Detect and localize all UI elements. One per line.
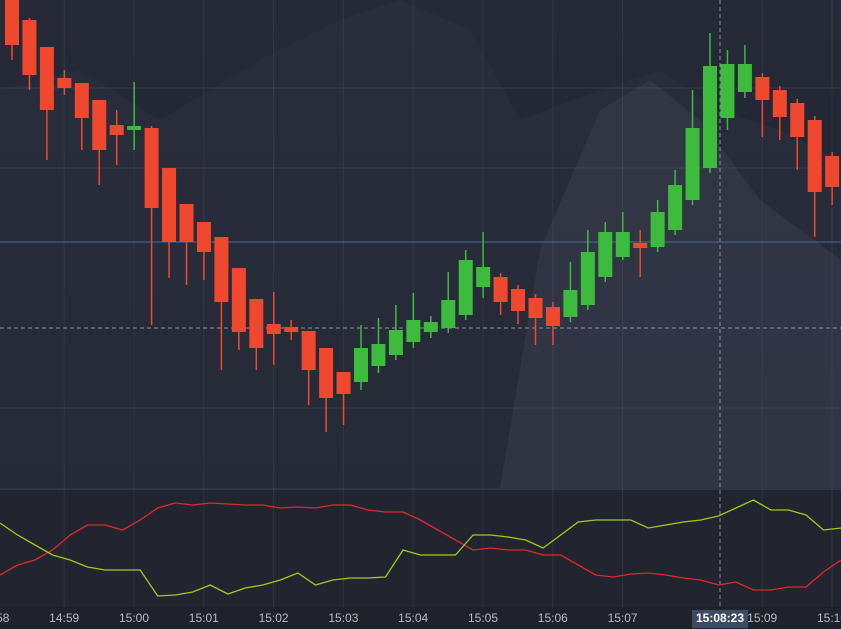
candle-body (755, 77, 770, 100)
candle-body (144, 128, 159, 208)
candle-body (354, 348, 368, 382)
candle-body (22, 20, 37, 75)
x-tick-label: 14:59 (49, 611, 79, 625)
x-tick-label: 15:10 (817, 611, 841, 625)
candle-body (545, 307, 560, 326)
candle-body (179, 204, 194, 242)
indicator-line (0, 502, 841, 591)
candle-body (162, 168, 177, 242)
candle-body (5, 0, 19, 45)
candle-body (284, 327, 299, 332)
candle-body (772, 90, 787, 117)
candle-body (92, 100, 107, 150)
candle-body (388, 330, 403, 355)
candle-body (336, 372, 351, 394)
x-tick-label: 15:02 (259, 611, 289, 625)
candle-body (266, 324, 281, 334)
candle-body (74, 83, 89, 118)
candle-body (720, 64, 735, 118)
candle-body (650, 212, 665, 247)
x-tick-label: 15:04 (398, 611, 428, 625)
x-tick-label: 15:00 (119, 611, 149, 625)
candle-body (825, 156, 840, 187)
candle-body (458, 260, 473, 315)
x-tick-label: 15:01 (189, 611, 219, 625)
time-axis (0, 608, 841, 629)
x-tick-label: 15:05 (468, 611, 498, 625)
x-tick-label: 15:06 (538, 611, 568, 625)
candle-body (703, 66, 717, 168)
indicator-panel (0, 490, 841, 607)
candle-body (580, 252, 595, 305)
candle-body (528, 298, 543, 318)
candle-body (319, 348, 334, 398)
candle-body (598, 232, 613, 277)
candle-body (563, 290, 578, 317)
candle-body (423, 322, 438, 332)
candle-body (807, 120, 822, 192)
candle-body (668, 185, 683, 230)
candle-body (127, 126, 142, 130)
candle-body (301, 331, 316, 370)
candle-body (737, 64, 752, 92)
candle-body (214, 237, 229, 302)
crosshair-time-box (692, 610, 748, 628)
mountain (500, 80, 841, 488)
indicator-line (0, 499, 841, 597)
candle-body (196, 222, 211, 252)
x-tick-label: 14:58 (0, 611, 10, 625)
crosshair-time-label: 15:08:23 (696, 611, 744, 625)
candle-body (406, 320, 421, 342)
candle-body (633, 243, 648, 248)
candle-body (790, 103, 805, 137)
candle-body (493, 277, 508, 302)
candle-body (249, 299, 264, 348)
candle-body (685, 128, 700, 200)
candle-body (371, 344, 386, 366)
candle-body (511, 289, 526, 311)
x-tick-label: 15:03 (328, 611, 358, 625)
candle-body (441, 300, 456, 328)
x-tick-label: 15:07 (608, 611, 638, 625)
x-tick-label: 15:09 (747, 611, 777, 625)
candle-body (476, 267, 491, 287)
candle-body (231, 268, 246, 332)
candle-body (109, 125, 124, 135)
candle-body (39, 47, 54, 110)
candle-body (615, 232, 630, 257)
candle-body (57, 78, 72, 88)
